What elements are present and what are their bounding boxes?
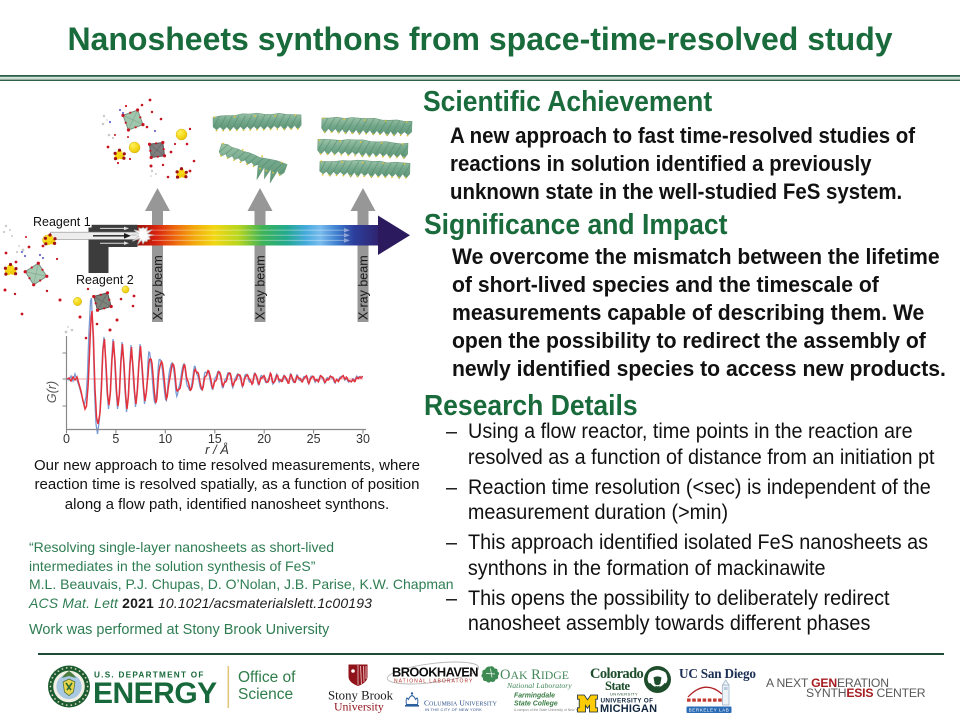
svg-text:r / Å: r / Å [205,442,229,457]
svg-text:X-ray beam: X-ray beam [254,255,268,320]
svg-text:National Laboratory: National Laboratory [506,681,572,690]
svg-text:Farmingdale: Farmingdale [514,693,555,700]
svg-text:ENERGY: ENERGY [93,677,217,710]
svg-text:X-ray beam: X-ray beam [151,255,165,320]
svg-text:IN THE CITY OF NEW YORK: IN THE CITY OF NEW YORK [425,707,482,712]
svg-text:20: 20 [257,432,271,446]
svg-text:BROOKHAVEN: BROOKHAVEN [392,665,478,680]
svg-text:NATIONAL LABORATORY: NATIONAL LABORATORY [394,679,473,685]
svg-text:A campus of the State Universi: A campus of the State University of New … [514,708,582,712]
svg-text:State College: State College [514,701,558,708]
svg-text:BERKELEY LAB: BERKELEY LAB [689,708,730,713]
svg-text:Stony Brook: Stony Brook [328,689,394,703]
svg-text:0: 0 [63,432,70,446]
svg-text:Office of: Office of [238,669,296,686]
svg-text:5: 5 [112,432,119,446]
svg-text:A NEXT GENERATION: A NEXT GENERATION [766,676,889,690]
svg-text:OAK RIDGE: OAK RIDGE [500,667,569,683]
svg-text:25: 25 [307,432,321,446]
svg-text:30: 30 [356,432,370,446]
svg-text:15: 15 [208,432,222,446]
svg-text:X-ray beam: X-ray beam [357,255,371,320]
svg-text:U.S. DEPARTMENT OF: U.S. DEPARTMENT OF [94,671,205,680]
svg-text:Science: Science [238,686,293,703]
svg-text:COLUMBIA UNIVERSITY: COLUMBIA UNIVERSITY [424,699,498,708]
svg-text:Colorado: Colorado [590,666,644,682]
svg-text:State: State [605,679,631,693]
svg-text:10: 10 [158,432,172,446]
svg-text:UNIVERSITY OF: UNIVERSITY OF [601,698,654,705]
svg-text:MICHIGAN: MICHIGAN [600,703,657,715]
svg-text:Reagent 2: Reagent 2 [76,273,134,287]
svg-text:Reagent 1: Reagent 1 [33,215,91,229]
svg-text:UNIVERSITY: UNIVERSITY [610,692,638,697]
svg-text:UC San Diego: UC San Diego [679,666,756,681]
svg-text:University: University [334,700,384,714]
svg-text:G(r): G(r) [45,381,59,403]
svg-text:SYNTHESIS CENTER: SYNTHESIS CENTER [806,686,926,700]
